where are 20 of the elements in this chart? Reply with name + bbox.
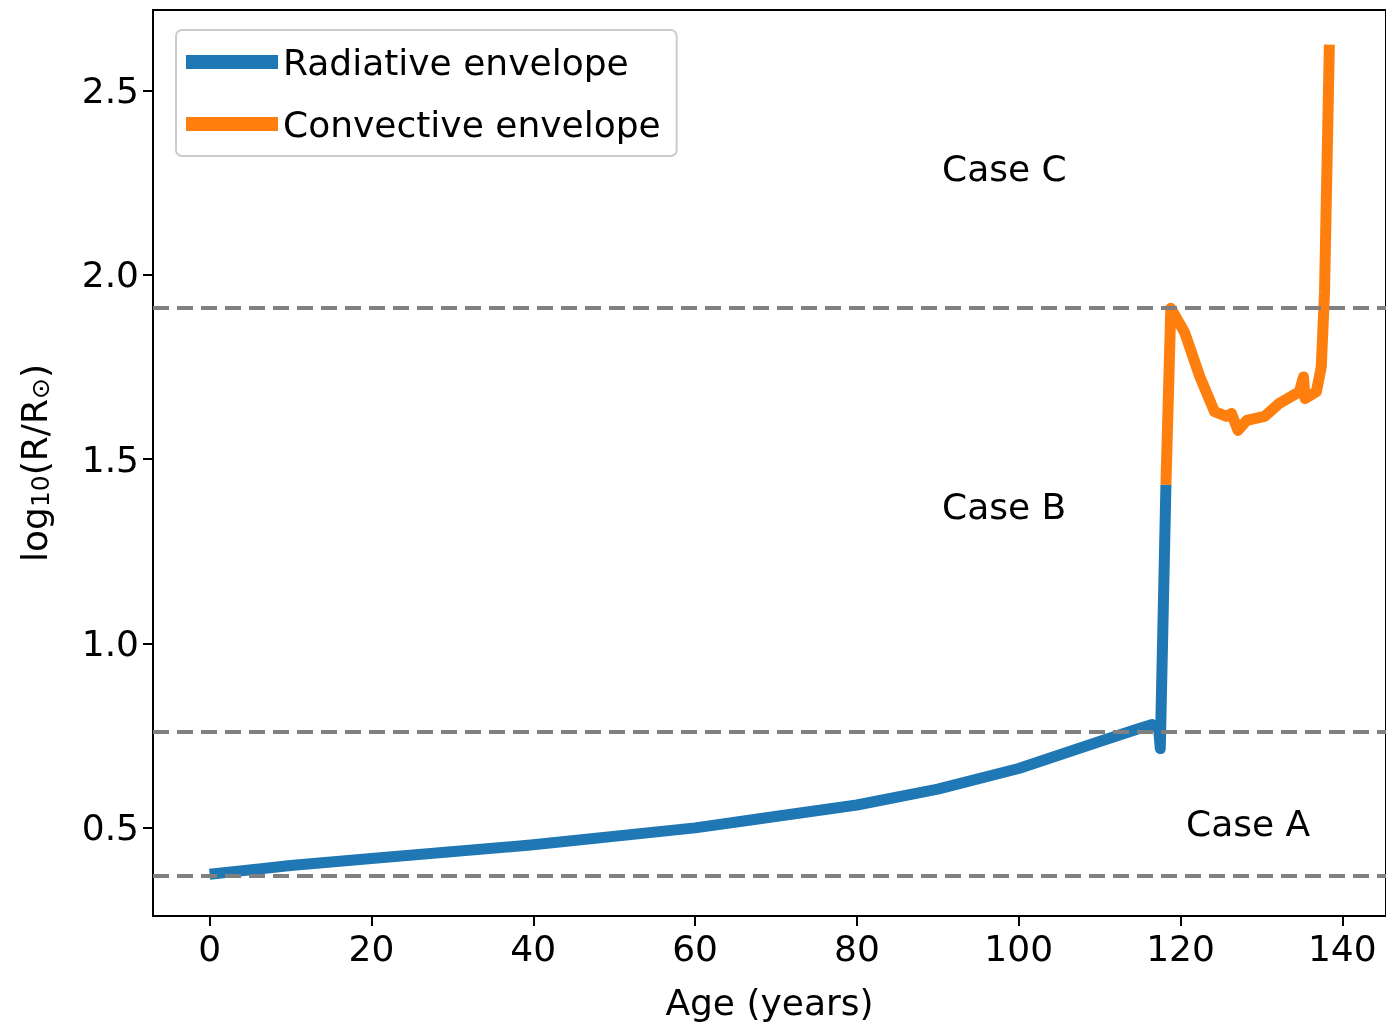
annotation: Case B: [942, 485, 1067, 527]
x-tick-label: 120: [1146, 927, 1215, 969]
x-tick-label: 80: [833, 927, 880, 969]
x-tick-label: 60: [672, 927, 718, 969]
x-tick-label: 0: [198, 927, 222, 969]
x-tick-label: 100: [984, 927, 1054, 969]
legend-label: Radiative envelope: [283, 41, 629, 83]
y-axis-title: log10(R/R⊙): [14, 364, 55, 562]
x-tick-label: 20: [348, 927, 395, 969]
x-tick-label: 40: [510, 927, 557, 969]
annotation: Case C: [942, 147, 1067, 189]
legend-label: Convective envelope: [283, 103, 661, 145]
x-axis-title: Age (years): [665, 981, 874, 1023]
y-tick-label: 1.0: [81, 623, 139, 664]
y-tick-label: 0.5: [81, 807, 139, 849]
y-tick-label: 2.5: [81, 69, 139, 111]
y-tick-label: 1.5: [81, 438, 139, 480]
y-tick-label: 2.0: [81, 254, 139, 296]
x-tick-label: 140: [1307, 927, 1377, 969]
annotation: Case A: [1186, 802, 1311, 844]
